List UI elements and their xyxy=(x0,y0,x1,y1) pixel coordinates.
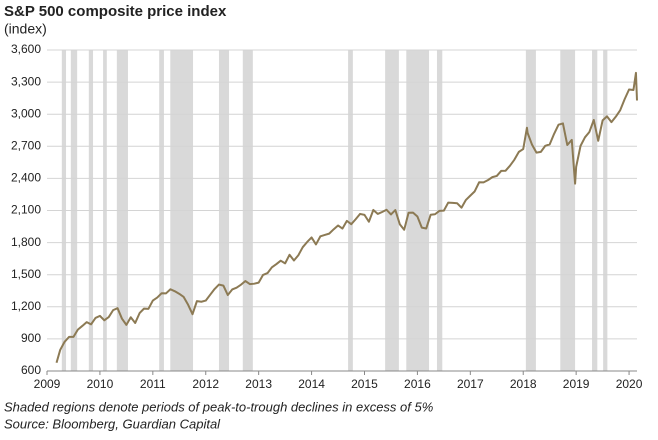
x-tick-label: 2016 xyxy=(404,377,431,391)
source-note: Source: Bloomberg, Guardian Capital xyxy=(4,416,221,431)
x-tick-label: 2017 xyxy=(457,377,484,391)
x-tick-label: 2019 xyxy=(563,377,590,391)
y-tick-label: 2,100 xyxy=(11,203,41,217)
price-line xyxy=(55,71,638,364)
x-tick-label: 2011 xyxy=(140,377,166,391)
footnote: Shaded regions denote periods of peak-to… xyxy=(4,399,433,414)
axes: 600 900 1,200 1,500 1,800 2,100 2,400 2,700 3,00… xyxy=(11,42,643,391)
chart-title: S&P 500 composite price index xyxy=(4,3,227,20)
x-tick-label: 2020 xyxy=(616,377,643,391)
x-tick-label: 2014 xyxy=(298,377,325,391)
y-tick-label: 1,500 xyxy=(11,267,41,281)
x-tick-label: 2013 xyxy=(245,377,272,391)
series xyxy=(55,71,638,364)
y-tick-label: 1,200 xyxy=(11,299,41,313)
y-tick-label: 900 xyxy=(21,331,41,345)
x-tick-label: 2012 xyxy=(192,377,219,391)
y-tick-label: 3,600 xyxy=(11,42,41,56)
y-tick-label: 3,000 xyxy=(11,106,41,120)
y-tick-label: 2,700 xyxy=(11,138,41,152)
y-tick-label: 3,300 xyxy=(11,74,41,88)
x-tick-label: 2015 xyxy=(351,377,378,391)
chart-subtitle: (index) xyxy=(4,21,47,37)
x-tick-label: 2009 xyxy=(34,377,61,391)
y-tick-label: 600 xyxy=(21,363,41,377)
x-tick-label: 2018 xyxy=(510,377,537,391)
y-tick-label: 1,800 xyxy=(11,235,41,249)
x-tick-label: 2010 xyxy=(87,377,114,391)
y-tick-label: 2,400 xyxy=(11,171,41,185)
